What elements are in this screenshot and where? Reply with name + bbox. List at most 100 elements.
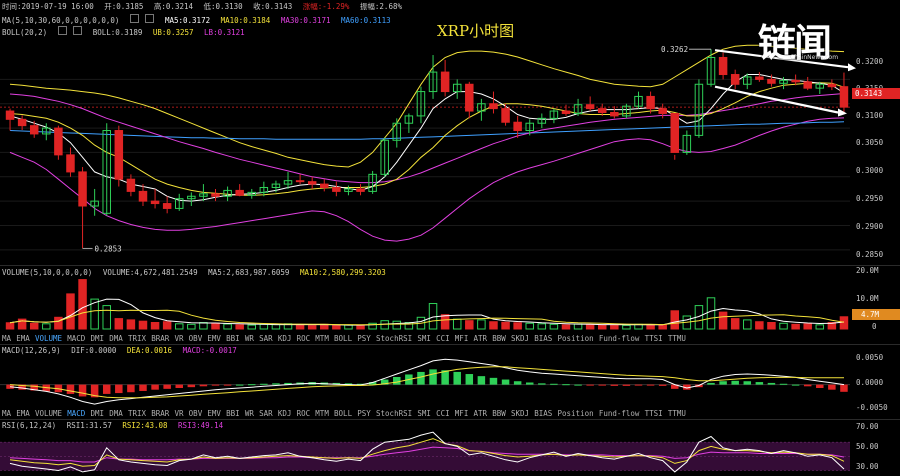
- indicator-tab[interactable]: MFI: [454, 409, 469, 418]
- indicator-tab[interactable]: BBI: [226, 334, 240, 343]
- rsi-tick: 70.00: [856, 422, 879, 431]
- indicator-tab[interactable]: SAR: [259, 334, 273, 343]
- indicator-tab[interactable]: VR: [174, 409, 184, 418]
- price-tick: 0.3200: [856, 57, 884, 66]
- indicator-tab[interactable]: DMI: [90, 334, 105, 343]
- indicator-tab[interactable]: BBW: [492, 409, 506, 418]
- indicator-tab[interactable]: BIAS: [534, 334, 553, 343]
- macd-bar: [393, 377, 401, 385]
- indicator-tab[interactable]: EMA: [16, 334, 30, 343]
- indicator-tab[interactable]: KDJ: [277, 334, 292, 343]
- indicator-tab[interactable]: Position: [557, 334, 594, 343]
- indicator-tab[interactable]: EMV: [207, 334, 221, 343]
- indicator-tab[interactable]: TTSI: [644, 334, 663, 343]
- indicator-tab[interactable]: BIAS: [534, 409, 553, 418]
- indicator-tab[interactable]: Fund-flow: [598, 334, 640, 343]
- close-icon[interactable]: [145, 14, 155, 23]
- indicator-tab[interactable]: TTMU: [667, 409, 686, 418]
- indicator-tab[interactable]: DMA: [109, 334, 123, 343]
- candle-body: [791, 79, 800, 83]
- indicator-tab[interactable]: EMA: [16, 409, 30, 418]
- indicator-tab[interactable]: MTM: [315, 334, 329, 343]
- macd-bar: [550, 383, 558, 385]
- indicator-tab[interactable]: CCI: [436, 409, 450, 418]
- indicator-tab[interactable]: OBV: [188, 334, 203, 343]
- candle-body: [283, 180, 293, 185]
- indicator-tab[interactable]: BBW: [492, 334, 506, 343]
- boll-settings-icon[interactable]: [57, 26, 67, 35]
- volume-bar: [489, 321, 498, 330]
- indicator-tab[interactable]: KDJ: [277, 409, 292, 418]
- candle-body: [440, 71, 450, 93]
- current-price-value: 0.3143: [855, 89, 883, 98]
- indicator-tab[interactable]: VOLUME: [34, 334, 63, 343]
- annotation-arrowhead: [838, 108, 847, 117]
- macd-bar: [368, 382, 377, 385]
- indicator-tab[interactable]: BRAR: [151, 334, 170, 343]
- indicator-tab[interactable]: Position: [557, 409, 594, 418]
- volume-bar: [307, 325, 317, 330]
- indicator-tab[interactable]: MA: [2, 334, 12, 343]
- indicator-tab[interactable]: TTMU: [667, 334, 686, 343]
- volume-bar: [187, 323, 196, 330]
- indicator-tab[interactable]: Fund-flow: [598, 409, 640, 418]
- indicator-tab[interactable]: SKDJ: [511, 409, 530, 418]
- macd-bar: [562, 384, 570, 386]
- macd-tick: 0.0000: [856, 378, 884, 387]
- indicator-tab[interactable]: SKDJ: [511, 334, 530, 343]
- indicator-tab[interactable]: SAR: [259, 409, 273, 418]
- candle-body: [743, 76, 752, 85]
- indicator-tabs-macd: MA EMA VOLUME MACD DMI DMA TRIX BRAR VR OBV EMV BBI…: [2, 409, 691, 419]
- indicator-tab[interactable]: BOLL: [334, 409, 353, 418]
- macd-bar: [66, 384, 75, 394]
- indicator-tab[interactable]: StochRSI: [376, 334, 413, 343]
- rsi1-value: RSI1:31.57: [66, 421, 112, 430]
- candle-body: [803, 81, 812, 89]
- candle-body: [682, 134, 692, 153]
- indicator-tab[interactable]: MA: [2, 409, 12, 418]
- volume-tick: 20.0M: [856, 266, 879, 275]
- indicator-tab[interactable]: MTM: [315, 409, 329, 418]
- indicator-tab[interactable]: VR: [174, 334, 184, 343]
- change-label: 涨幅:-1.29%: [302, 2, 350, 11]
- indicator-tab[interactable]: DMI: [90, 409, 105, 418]
- indicator-tab[interactable]: SMI: [417, 334, 431, 343]
- indicator-tab[interactable]: StochRSI: [376, 409, 413, 418]
- indicator-tab[interactable]: PSY: [357, 334, 371, 343]
- indicator-tab[interactable]: TRIX: [127, 409, 147, 418]
- indicator-tab[interactable]: MACD: [67, 409, 86, 418]
- indicator-tab[interactable]: MACD: [67, 334, 86, 343]
- candle-body: [513, 121, 522, 132]
- indicator-tab[interactable]: PSY: [357, 409, 371, 418]
- indicator-tab[interactable]: DMA: [109, 409, 123, 418]
- indicator-tab[interactable]: ROC: [296, 409, 311, 418]
- indicator-tab[interactable]: OBV: [188, 409, 203, 418]
- volume-bar: [670, 310, 680, 330]
- boll-close-icon[interactable]: [73, 26, 83, 35]
- rsi2-value: RSI2:43.08: [122, 421, 168, 430]
- volume-bar: [392, 320, 402, 330]
- indicator-tab[interactable]: CCI: [436, 334, 450, 343]
- indicator-tab[interactable]: ATR: [473, 334, 488, 343]
- annotation-arrow: [714, 85, 839, 114]
- volume-bar: [718, 311, 728, 330]
- indicator-tab[interactable]: BOLL: [334, 334, 353, 343]
- indicator-tab[interactable]: EMV: [207, 409, 221, 418]
- indicator-tab[interactable]: SMI: [417, 409, 431, 418]
- macd-bar: [175, 384, 183, 388]
- rsi2-line: [9, 438, 845, 467]
- indicator-tab[interactable]: ROC: [296, 334, 311, 343]
- indicator-tab[interactable]: VOLUME: [34, 409, 63, 418]
- indicator-tab[interactable]: BRAR: [151, 409, 170, 418]
- macd-bar: [127, 384, 135, 393]
- indicator-tab[interactable]: ATR: [473, 409, 488, 418]
- settings-icon[interactable]: [129, 14, 139, 23]
- indicator-tab[interactable]: MFI: [454, 334, 469, 343]
- indicator-tab[interactable]: TTSI: [644, 409, 663, 418]
- indicator-tab[interactable]: BBI: [226, 409, 240, 418]
- macd-bar: [139, 384, 147, 391]
- indicator-tab[interactable]: TRIX: [127, 334, 147, 343]
- indicator-tab[interactable]: WR: [244, 334, 254, 343]
- indicator-tab[interactable]: WR: [244, 409, 254, 418]
